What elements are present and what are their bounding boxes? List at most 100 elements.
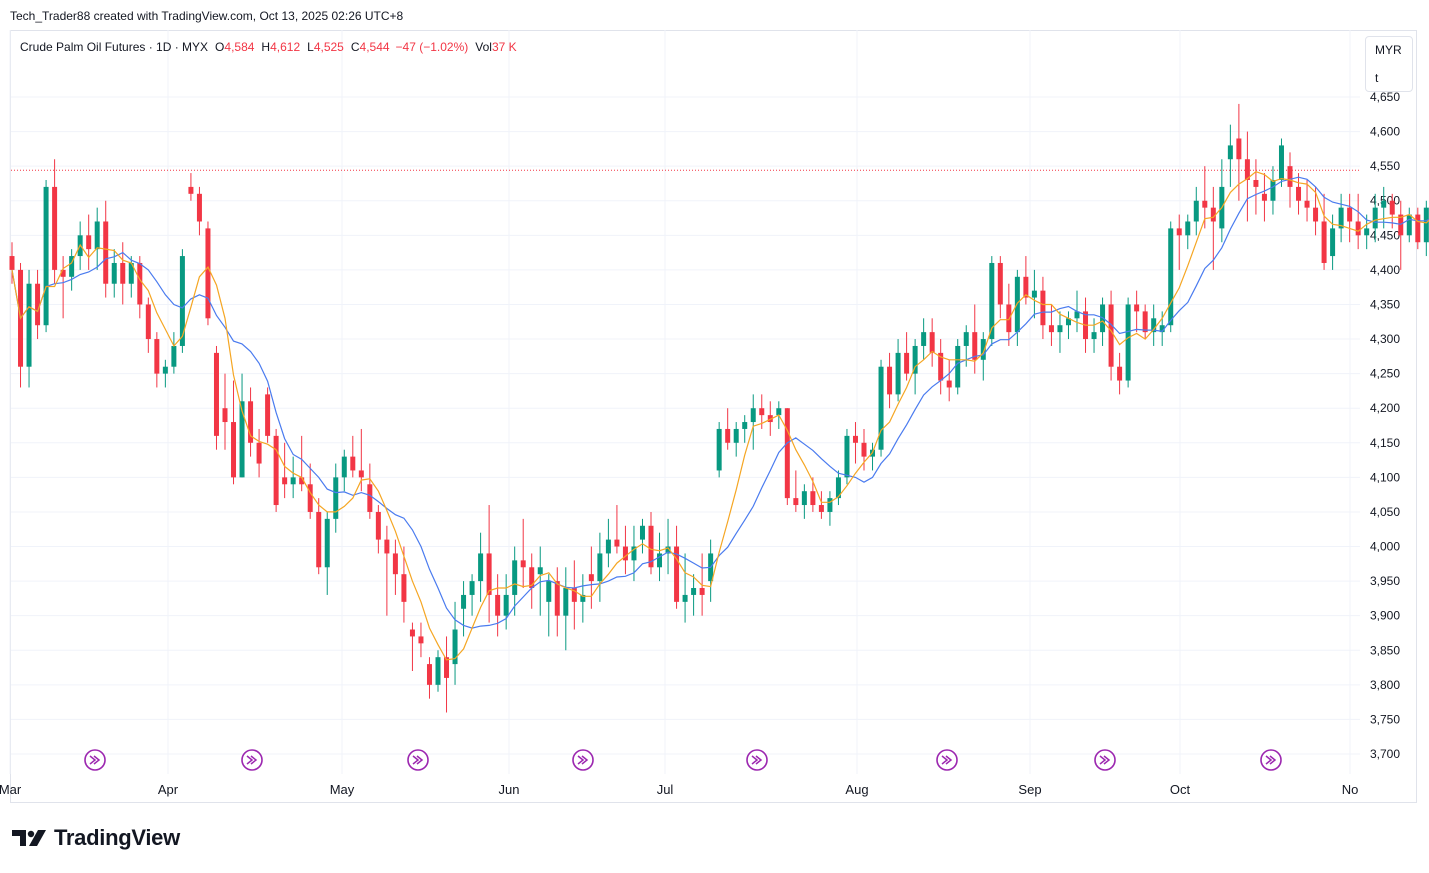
tradingview-logo-icon: [12, 830, 46, 846]
event-marker-icon: [572, 749, 594, 771]
candle-body: [1031, 290, 1037, 298]
candle-body: [1355, 221, 1361, 236]
candle-body: [972, 332, 978, 360]
event-marker-icon: [1260, 749, 1282, 771]
candle-body: [1313, 207, 1319, 222]
candle-body: [1389, 200, 1395, 215]
x-tick-label: May: [330, 782, 355, 797]
candle-body: [657, 553, 663, 568]
candle-body: [333, 477, 339, 519]
candle-body: [503, 594, 509, 616]
y-tick-label: 4,100: [1370, 470, 1400, 484]
y-tick-label: 4,250: [1370, 367, 1400, 381]
candle-body: [759, 408, 765, 416]
currency-label: MYR: [1375, 43, 1402, 57]
candle-body: [1406, 214, 1412, 236]
candle-body: [1065, 318, 1071, 326]
candle-body: [810, 491, 816, 506]
candle-body: [1040, 290, 1046, 326]
candle-body: [401, 574, 407, 602]
candle-body: [1244, 159, 1250, 180]
candle-body: [818, 505, 824, 512]
candle-body: [648, 525, 654, 568]
y-tick-label: 3,750: [1370, 712, 1400, 726]
candle-body: [256, 442, 262, 464]
candle-body: [358, 470, 364, 478]
unit-label: t: [1375, 71, 1379, 85]
candle-body: [94, 221, 100, 250]
event-marker-icon: [1094, 749, 1116, 771]
candle-body: [1321, 221, 1327, 263]
candle-body: [1415, 214, 1421, 243]
currency-unit-box[interactable]: MYR t: [1365, 36, 1413, 92]
candle-body: [341, 456, 347, 478]
y-tick-label: 3,700: [1370, 747, 1400, 761]
candle-body: [324, 518, 330, 568]
candle-body: [1253, 179, 1259, 187]
candle-body: [205, 228, 211, 319]
legend-vol-label: Vol: [475, 40, 492, 54]
candle-body: [1125, 304, 1131, 381]
candle-body: [563, 588, 569, 616]
candle-body: [639, 525, 645, 540]
candle-body: [878, 366, 884, 450]
candle-body: [554, 581, 560, 616]
legend-vol-value: 37 K: [491, 40, 517, 54]
candle-body: [767, 415, 773, 423]
x-tick-label: Mar: [0, 782, 22, 797]
y-tick-label: 3,900: [1370, 609, 1400, 623]
x-tick-label: Oct: [1170, 782, 1191, 797]
candle-body: [469, 581, 475, 595]
event-marker-icon: [84, 749, 106, 771]
candle-body: [938, 352, 944, 381]
candle-body: [997, 262, 1003, 305]
candle-body: [307, 484, 313, 512]
candle-body: [282, 477, 288, 485]
candle-body: [1117, 366, 1123, 381]
candle-body: [426, 664, 432, 685]
x-tick-label: Sep: [1018, 782, 1041, 797]
legend-high-label: H: [261, 40, 271, 54]
candle-body: [154, 339, 160, 374]
ma-fast-line: [11, 171, 1429, 661]
candle-body: [1142, 311, 1148, 333]
legend-symbol: Crude Palm Oil Futures · 1D · MYX: [20, 40, 209, 54]
candle-body: [631, 546, 637, 561]
candle-body: [1057, 325, 1063, 333]
candle-body: [1023, 276, 1029, 298]
candle-body: [1176, 228, 1182, 236]
candle-body: [1236, 138, 1242, 160]
candle-body: [120, 262, 126, 284]
candle-body: [188, 186, 194, 194]
candle-body: [852, 435, 858, 443]
candle-body: [784, 408, 790, 499]
x-tick-label: Apr: [158, 782, 179, 797]
x-tick-label: Jun: [499, 782, 520, 797]
candle-body: [273, 435, 279, 506]
candle-body: [392, 553, 398, 575]
candle-body: [9, 256, 15, 270]
candle-body: [929, 332, 935, 353]
candle-body: [1270, 179, 1276, 201]
candle-body: [1134, 304, 1140, 312]
candle-body: [375, 511, 381, 540]
candle-body: [537, 567, 543, 575]
candle-body: [614, 539, 620, 547]
brand-name: TradingView: [54, 825, 180, 850]
candle-body: [316, 511, 322, 568]
candle-body: [350, 456, 356, 471]
candle-body: [699, 588, 705, 595]
time-axis: Mar Apr May Jun Jul Aug Sep Oct No: [0, 782, 1358, 797]
candle-body: [239, 401, 245, 478]
candle-body: [682, 594, 688, 602]
candle-body: [52, 186, 58, 270]
candle-body: [265, 394, 271, 436]
tradingview-logo[interactable]: TradingView: [12, 825, 180, 851]
legend-high-value: 4,612: [270, 40, 301, 54]
candle-body: [1287, 166, 1293, 187]
candle-body: [546, 581, 552, 602]
y-tick-label: 4,400: [1370, 263, 1400, 277]
candle-body: [827, 498, 833, 512]
candle-body: [248, 401, 254, 443]
